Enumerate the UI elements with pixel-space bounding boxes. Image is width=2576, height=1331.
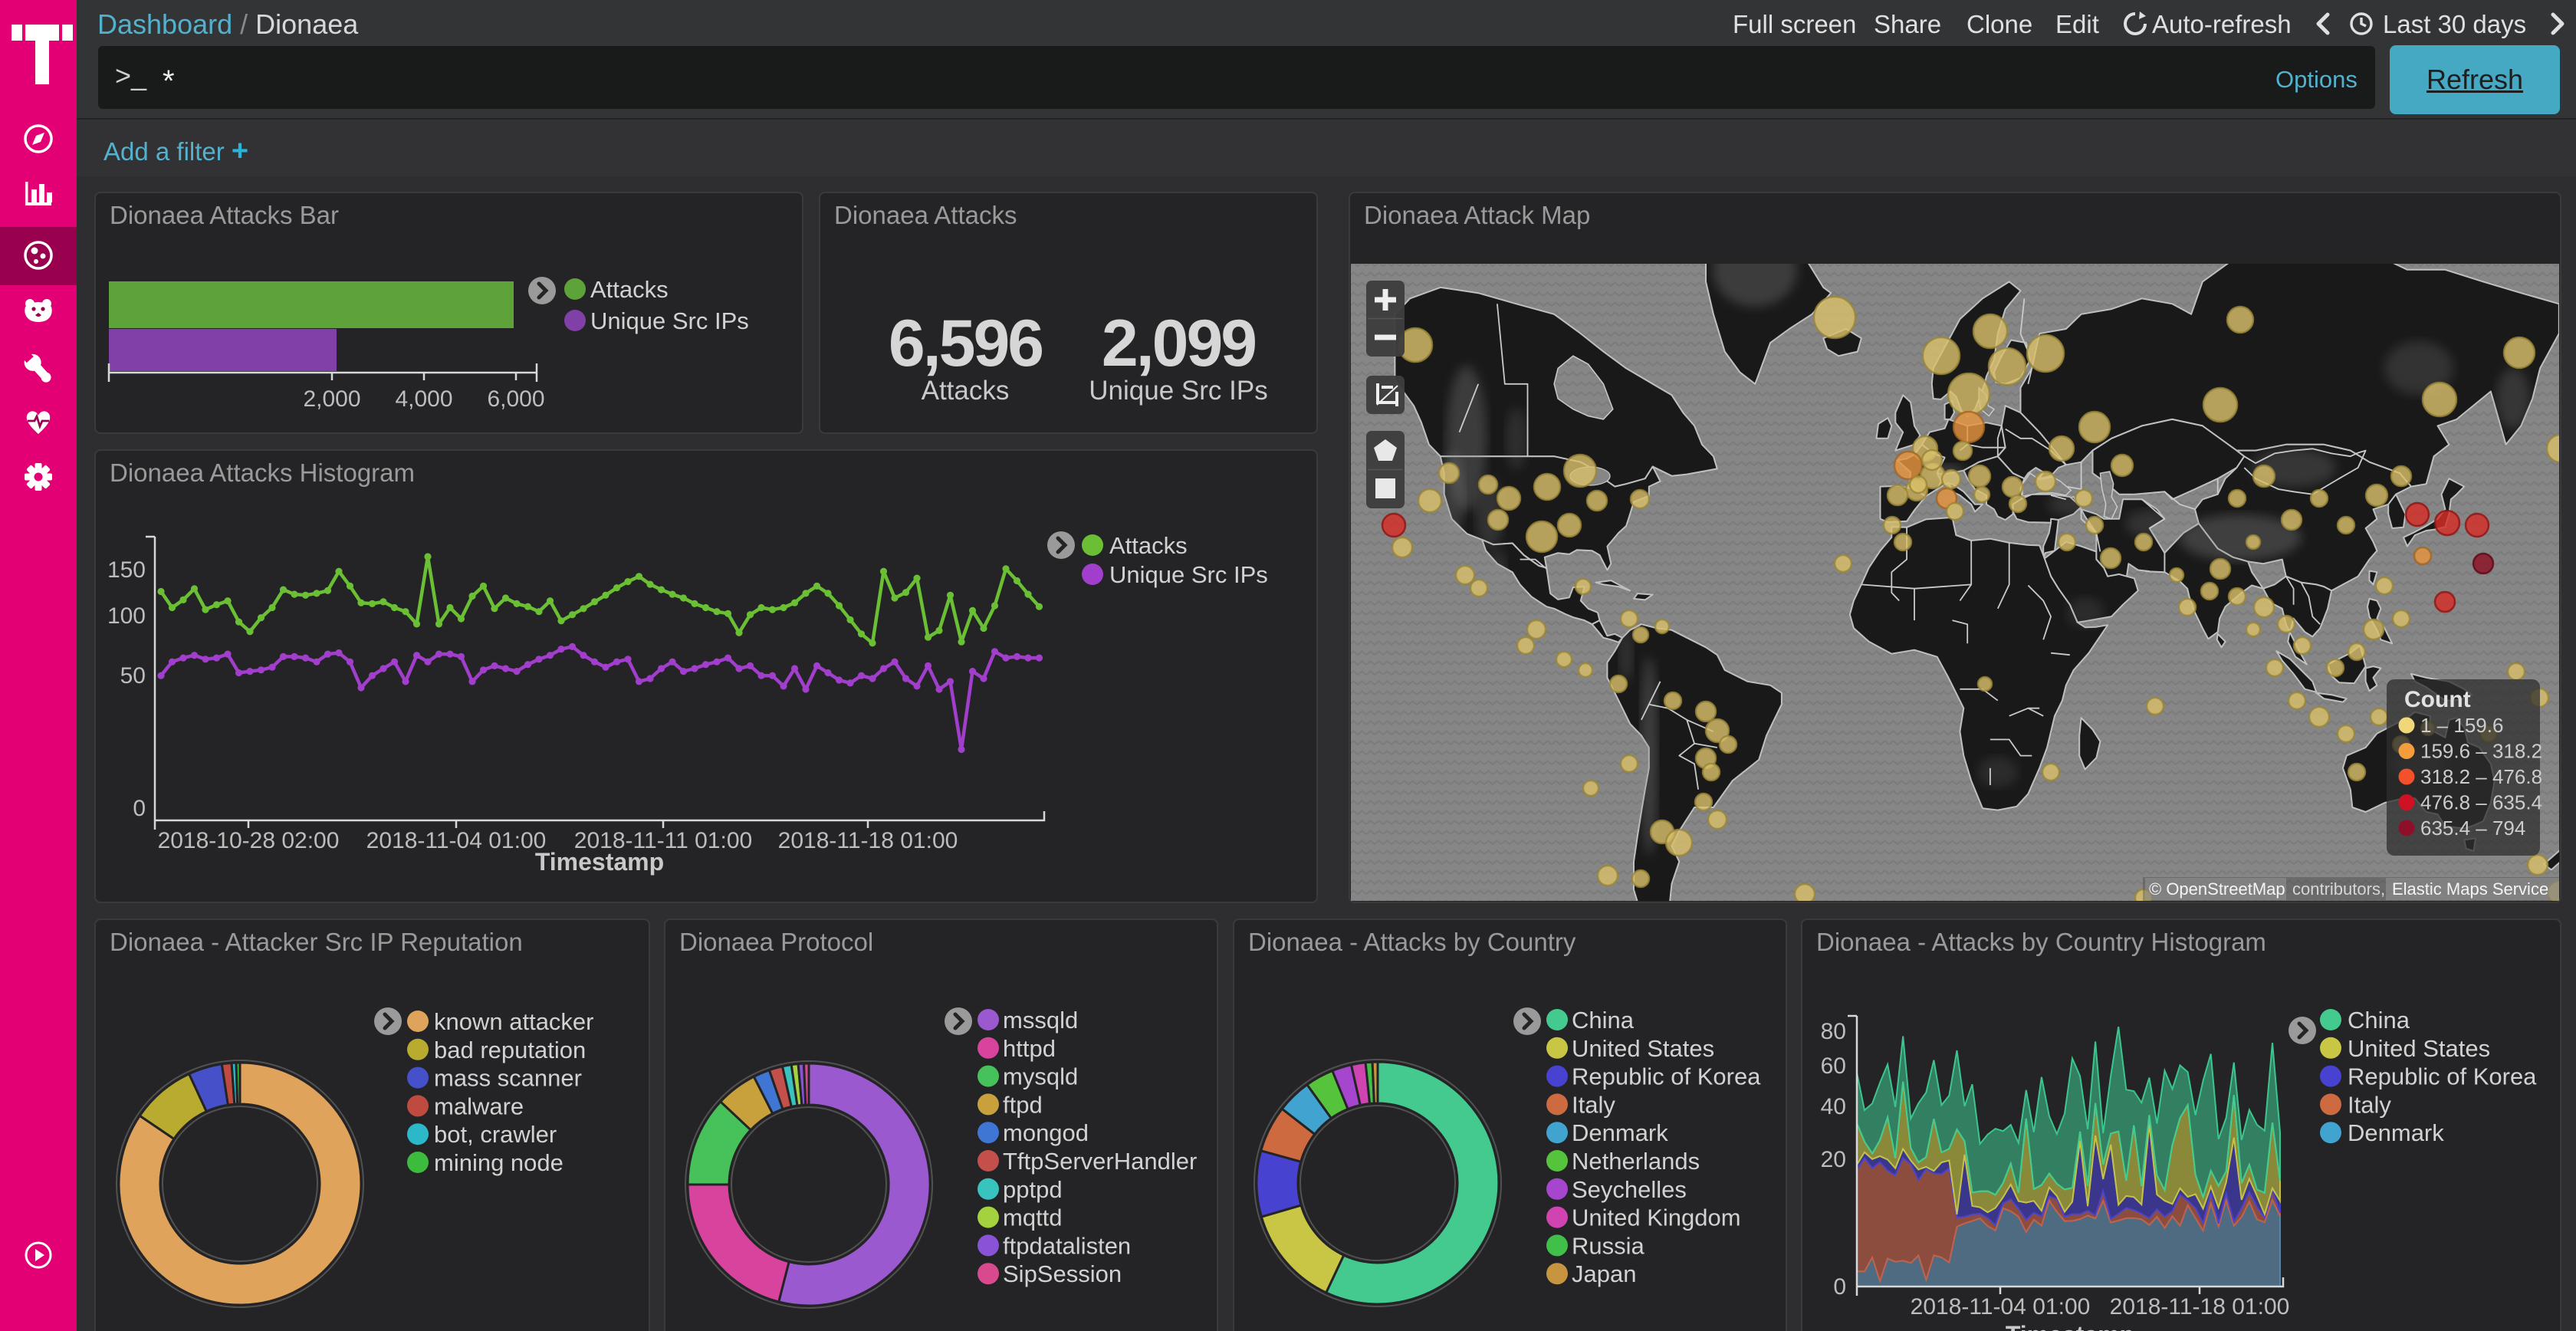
svg-text:SipSession: SipSession (1003, 1260, 1122, 1287)
svg-text:2018-11-04 01:00: 2018-11-04 01:00 (366, 828, 547, 853)
svg-text:Count: Count (2404, 687, 2471, 712)
svg-text:Unique Src IPs: Unique Src IPs (590, 307, 749, 334)
svg-text:Denmark: Denmark (2348, 1119, 2444, 1146)
svg-text:Attacks: Attacks (590, 276, 669, 303)
svg-text:Netherlands: Netherlands (1572, 1148, 1700, 1175)
svg-text:40: 40 (1821, 1094, 1846, 1119)
svg-text:318.2 – 476.8: 318.2 – 476.8 (2420, 765, 2542, 788)
svg-text:150: 150 (107, 557, 146, 583)
svg-text:bot, crawler: bot, crawler (434, 1121, 557, 1148)
svg-text:known attacker: known attacker (434, 1008, 594, 1035)
svg-text:ftpd: ftpd (1003, 1091, 1043, 1118)
svg-text:Italy: Italy (2348, 1091, 2391, 1118)
svg-text:476.8 – 635.4: 476.8 – 635.4 (2420, 791, 2542, 814)
svg-text:malware: malware (434, 1093, 524, 1119)
svg-text:2018-11-11 01:00: 2018-11-11 01:00 (574, 828, 752, 853)
svg-text:mqttd: mqttd (1003, 1204, 1063, 1231)
svg-text:Republic of Korea: Republic of Korea (2348, 1063, 2537, 1090)
svg-text:159.6 – 318.2: 159.6 – 318.2 (2420, 740, 2542, 763)
svg-text:ftpdatalisten: ftpdatalisten (1003, 1232, 1131, 1259)
svg-text:China: China (2348, 1007, 2410, 1034)
svg-text:60: 60 (1821, 1053, 1846, 1079)
svg-text:United States: United States (1572, 1035, 1714, 1062)
svg-text:4,000: 4,000 (395, 386, 452, 412)
svg-text:0: 0 (133, 796, 146, 821)
svg-text:contributors,: contributors, (2292, 879, 2385, 899)
svg-text:pptpd: pptpd (1003, 1176, 1063, 1203)
svg-text:Timestamp: Timestamp (535, 848, 664, 876)
svg-text:Russia: Russia (1572, 1232, 1645, 1259)
svg-text:2,000: 2,000 (303, 386, 360, 412)
svg-text:100: 100 (107, 603, 146, 629)
svg-text:0: 0 (1833, 1274, 1846, 1300)
svg-text:50: 50 (120, 663, 146, 689)
svg-text:Republic of Korea: Republic of Korea (1572, 1063, 1761, 1090)
svg-text:United Kingdom: United Kingdom (1572, 1204, 1741, 1231)
svg-text:6,000: 6,000 (487, 386, 544, 412)
svg-text:httpd: httpd (1003, 1035, 1056, 1062)
svg-text:mass scanner: mass scanner (434, 1065, 582, 1092)
svg-text:Seychelles: Seychelles (1572, 1176, 1687, 1203)
svg-text:mining node: mining node (434, 1149, 564, 1176)
svg-text:Elastic Maps Service: Elastic Maps Service (2392, 879, 2548, 899)
svg-text:2018-11-04 01:00: 2018-11-04 01:00 (1911, 1294, 2091, 1319)
svg-text:Italy: Italy (1572, 1091, 1615, 1118)
svg-text:2018-10-28 02:00: 2018-10-28 02:00 (158, 828, 340, 853)
svg-text:80: 80 (1821, 1019, 1846, 1044)
svg-text:2018-11-18 01:00: 2018-11-18 01:00 (778, 828, 958, 853)
svg-text:1 – 159.6: 1 – 159.6 (2420, 714, 2503, 737)
svg-text:United States: United States (2348, 1035, 2490, 1062)
svg-text:China: China (1572, 1007, 1635, 1034)
svg-text:Unique Src IPs: Unique Src IPs (1109, 561, 1268, 588)
svg-text:mysqld: mysqld (1003, 1063, 1078, 1090)
svg-text:© OpenStreetMap: © OpenStreetMap (2149, 879, 2285, 899)
svg-text:Japan: Japan (1572, 1260, 1636, 1287)
svg-text:Attacks: Attacks (1109, 532, 1188, 559)
svg-text:bad reputation: bad reputation (434, 1037, 586, 1063)
svg-text:Timestamp: Timestamp (2006, 1321, 2134, 1331)
svg-text:20: 20 (1821, 1147, 1846, 1172)
svg-text:mssqld: mssqld (1003, 1007, 1078, 1034)
svg-text:TftpServerHandler: TftpServerHandler (1003, 1148, 1197, 1175)
svg-text:mongod: mongod (1003, 1119, 1089, 1146)
svg-text:Denmark: Denmark (1572, 1119, 1668, 1146)
svg-text:635.4 – 794: 635.4 – 794 (2420, 817, 2525, 840)
svg-text:2018-11-18 01:00: 2018-11-18 01:00 (2110, 1294, 2290, 1319)
